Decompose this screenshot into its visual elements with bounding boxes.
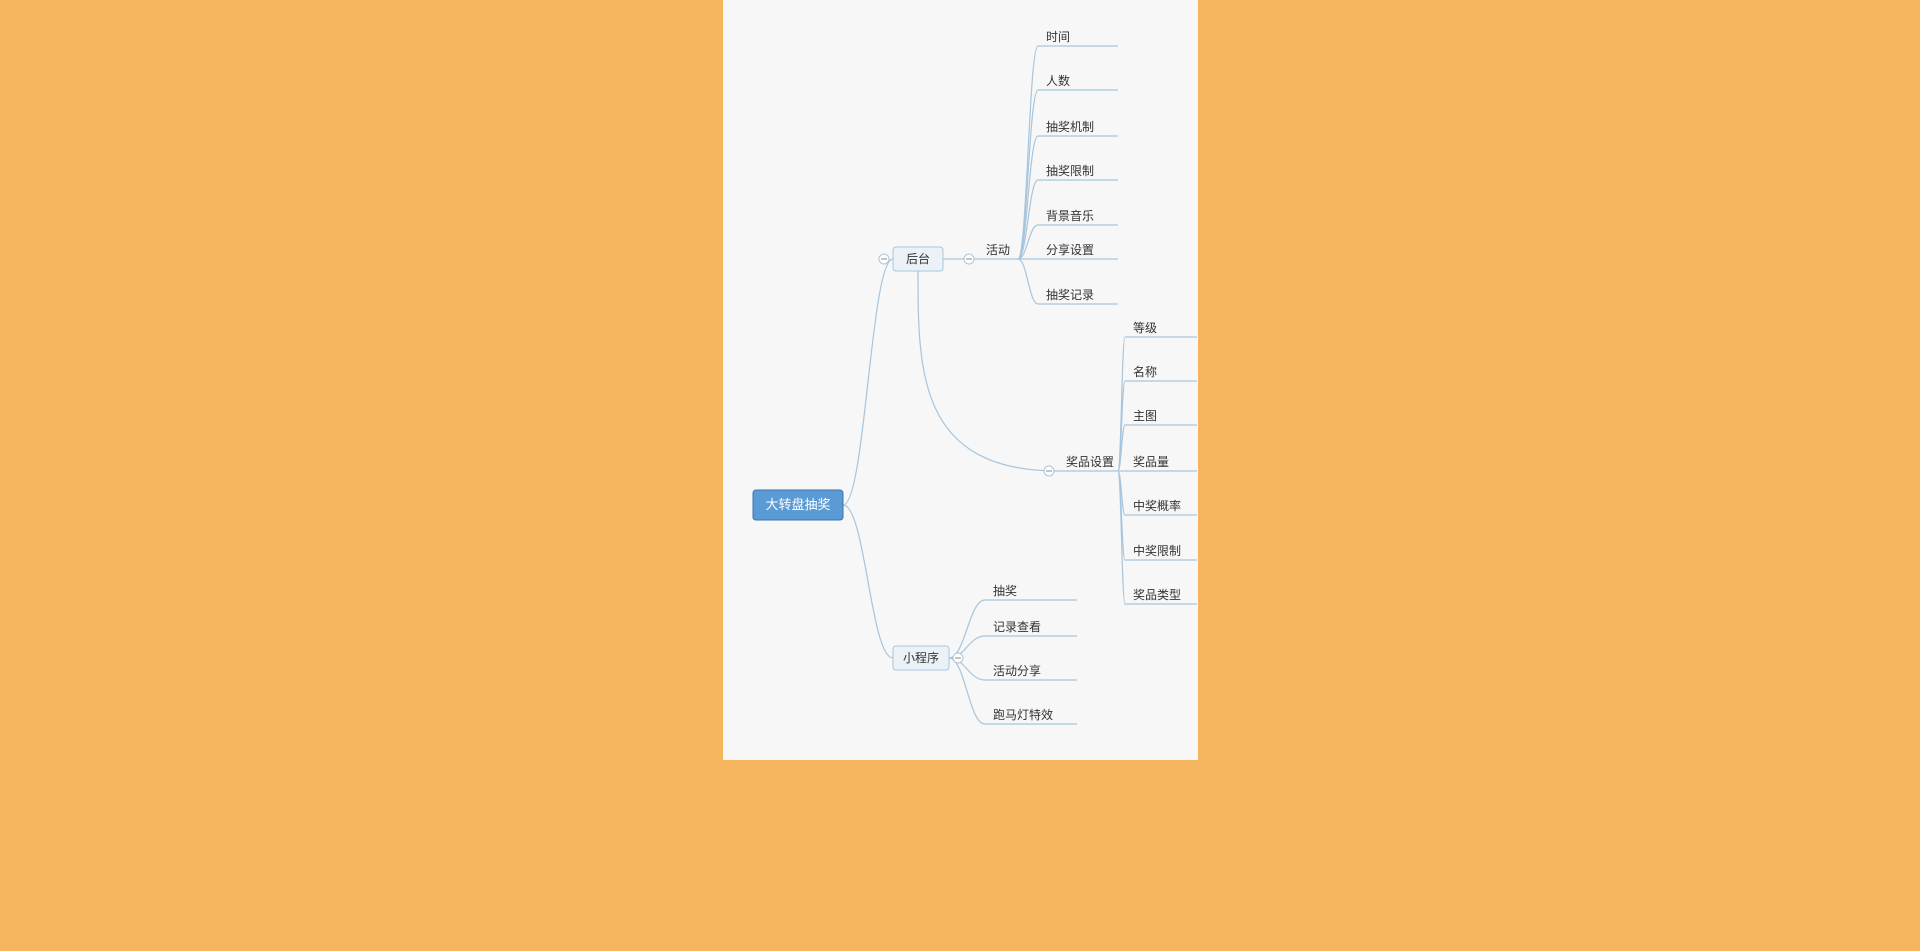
node-backend[interactable]: 后台: [879, 247, 943, 271]
node-label: 抽奖: [993, 584, 1017, 598]
node-label: 中奖限制: [1133, 543, 1181, 558]
collapse-icon[interactable]: [964, 254, 974, 264]
nodes-layer: 大转盘抽奖后台小程序活动奖品设置时间人数抽奖机制抽奖限制背景音乐分享设置抽奖记录…: [753, 30, 1197, 724]
mindmap-svg: 大转盘抽奖后台小程序活动奖品设置时间人数抽奖机制抽奖限制背景音乐分享设置抽奖记录…: [723, 0, 1198, 760]
node-act_limit[interactable]: 抽奖限制: [1038, 164, 1118, 180]
node-label: 背景音乐: [1046, 208, 1094, 223]
node-label: 抽奖记录: [1046, 288, 1094, 302]
node-pz_qty[interactable]: 奖品量: [1125, 455, 1197, 471]
edge: [843, 505, 893, 658]
edge: [1018, 259, 1038, 304]
edge: [949, 658, 985, 724]
node-act_mech[interactable]: 抽奖机制: [1038, 120, 1118, 136]
node-mp_share[interactable]: 活动分享: [985, 663, 1077, 680]
node-act_music[interactable]: 背景音乐: [1038, 208, 1118, 225]
node-label: 抽奖机制: [1046, 120, 1094, 134]
collapse-icon[interactable]: [879, 254, 889, 264]
node-pz_limit[interactable]: 中奖限制: [1125, 543, 1197, 560]
node-label: 活动分享: [993, 663, 1041, 678]
node-label: 活动: [986, 243, 1010, 257]
node-activity[interactable]: 活动: [964, 243, 1018, 264]
node-label: 人数: [1046, 73, 1070, 88]
node-mp_draw[interactable]: 抽奖: [985, 584, 1077, 600]
node-label: 记录查看: [993, 620, 1041, 634]
node-label: 奖品设置: [1066, 455, 1114, 469]
node-pz_img[interactable]: 主图: [1125, 409, 1197, 425]
node-pz_type[interactable]: 奖品类型: [1125, 588, 1197, 604]
node-mp_record[interactable]: 记录查看: [985, 620, 1077, 636]
node-label: 奖品类型: [1133, 588, 1181, 602]
edge: [843, 259, 893, 505]
node-label: 等级: [1133, 321, 1157, 335]
collapse-icon[interactable]: [1044, 466, 1054, 476]
node-label: 中奖概率: [1133, 498, 1181, 513]
node-label: 后台: [905, 251, 929, 266]
node-miniapp[interactable]: 小程序: [893, 646, 963, 670]
node-label: 分享设置: [1046, 242, 1094, 257]
node-act_time[interactable]: 时间: [1038, 30, 1118, 46]
node-pz_name[interactable]: 名称: [1125, 364, 1197, 381]
edge: [949, 600, 985, 658]
edge: [918, 271, 1058, 471]
node-act_record[interactable]: 抽奖记录: [1038, 288, 1118, 304]
node-act_share[interactable]: 分享设置: [1038, 242, 1118, 259]
node-root[interactable]: 大转盘抽奖: [753, 490, 843, 520]
node-label: 名称: [1133, 364, 1157, 379]
node-label: 跑马灯特效: [993, 707, 1053, 722]
edges-layer: [843, 46, 1125, 724]
edge: [1018, 90, 1038, 259]
node-mp_marquee[interactable]: 跑马灯特效: [985, 707, 1077, 724]
node-label: 时间: [1046, 30, 1070, 44]
node-pz_prob[interactable]: 中奖概率: [1125, 498, 1197, 515]
node-label: 抽奖限制: [1046, 164, 1094, 178]
node-prize[interactable]: 奖品设置: [1044, 455, 1118, 476]
node-label: 奖品量: [1133, 455, 1169, 469]
node-act_people[interactable]: 人数: [1038, 73, 1118, 90]
mindmap-canvas: 大转盘抽奖后台小程序活动奖品设置时间人数抽奖机制抽奖限制背景音乐分享设置抽奖记录…: [723, 0, 1198, 760]
collapse-icon[interactable]: [953, 653, 963, 663]
node-pz_grade[interactable]: 等级: [1125, 321, 1197, 337]
node-label: 主图: [1133, 409, 1157, 423]
node-label: 大转盘抽奖: [765, 497, 830, 512]
node-label: 小程序: [902, 650, 938, 665]
